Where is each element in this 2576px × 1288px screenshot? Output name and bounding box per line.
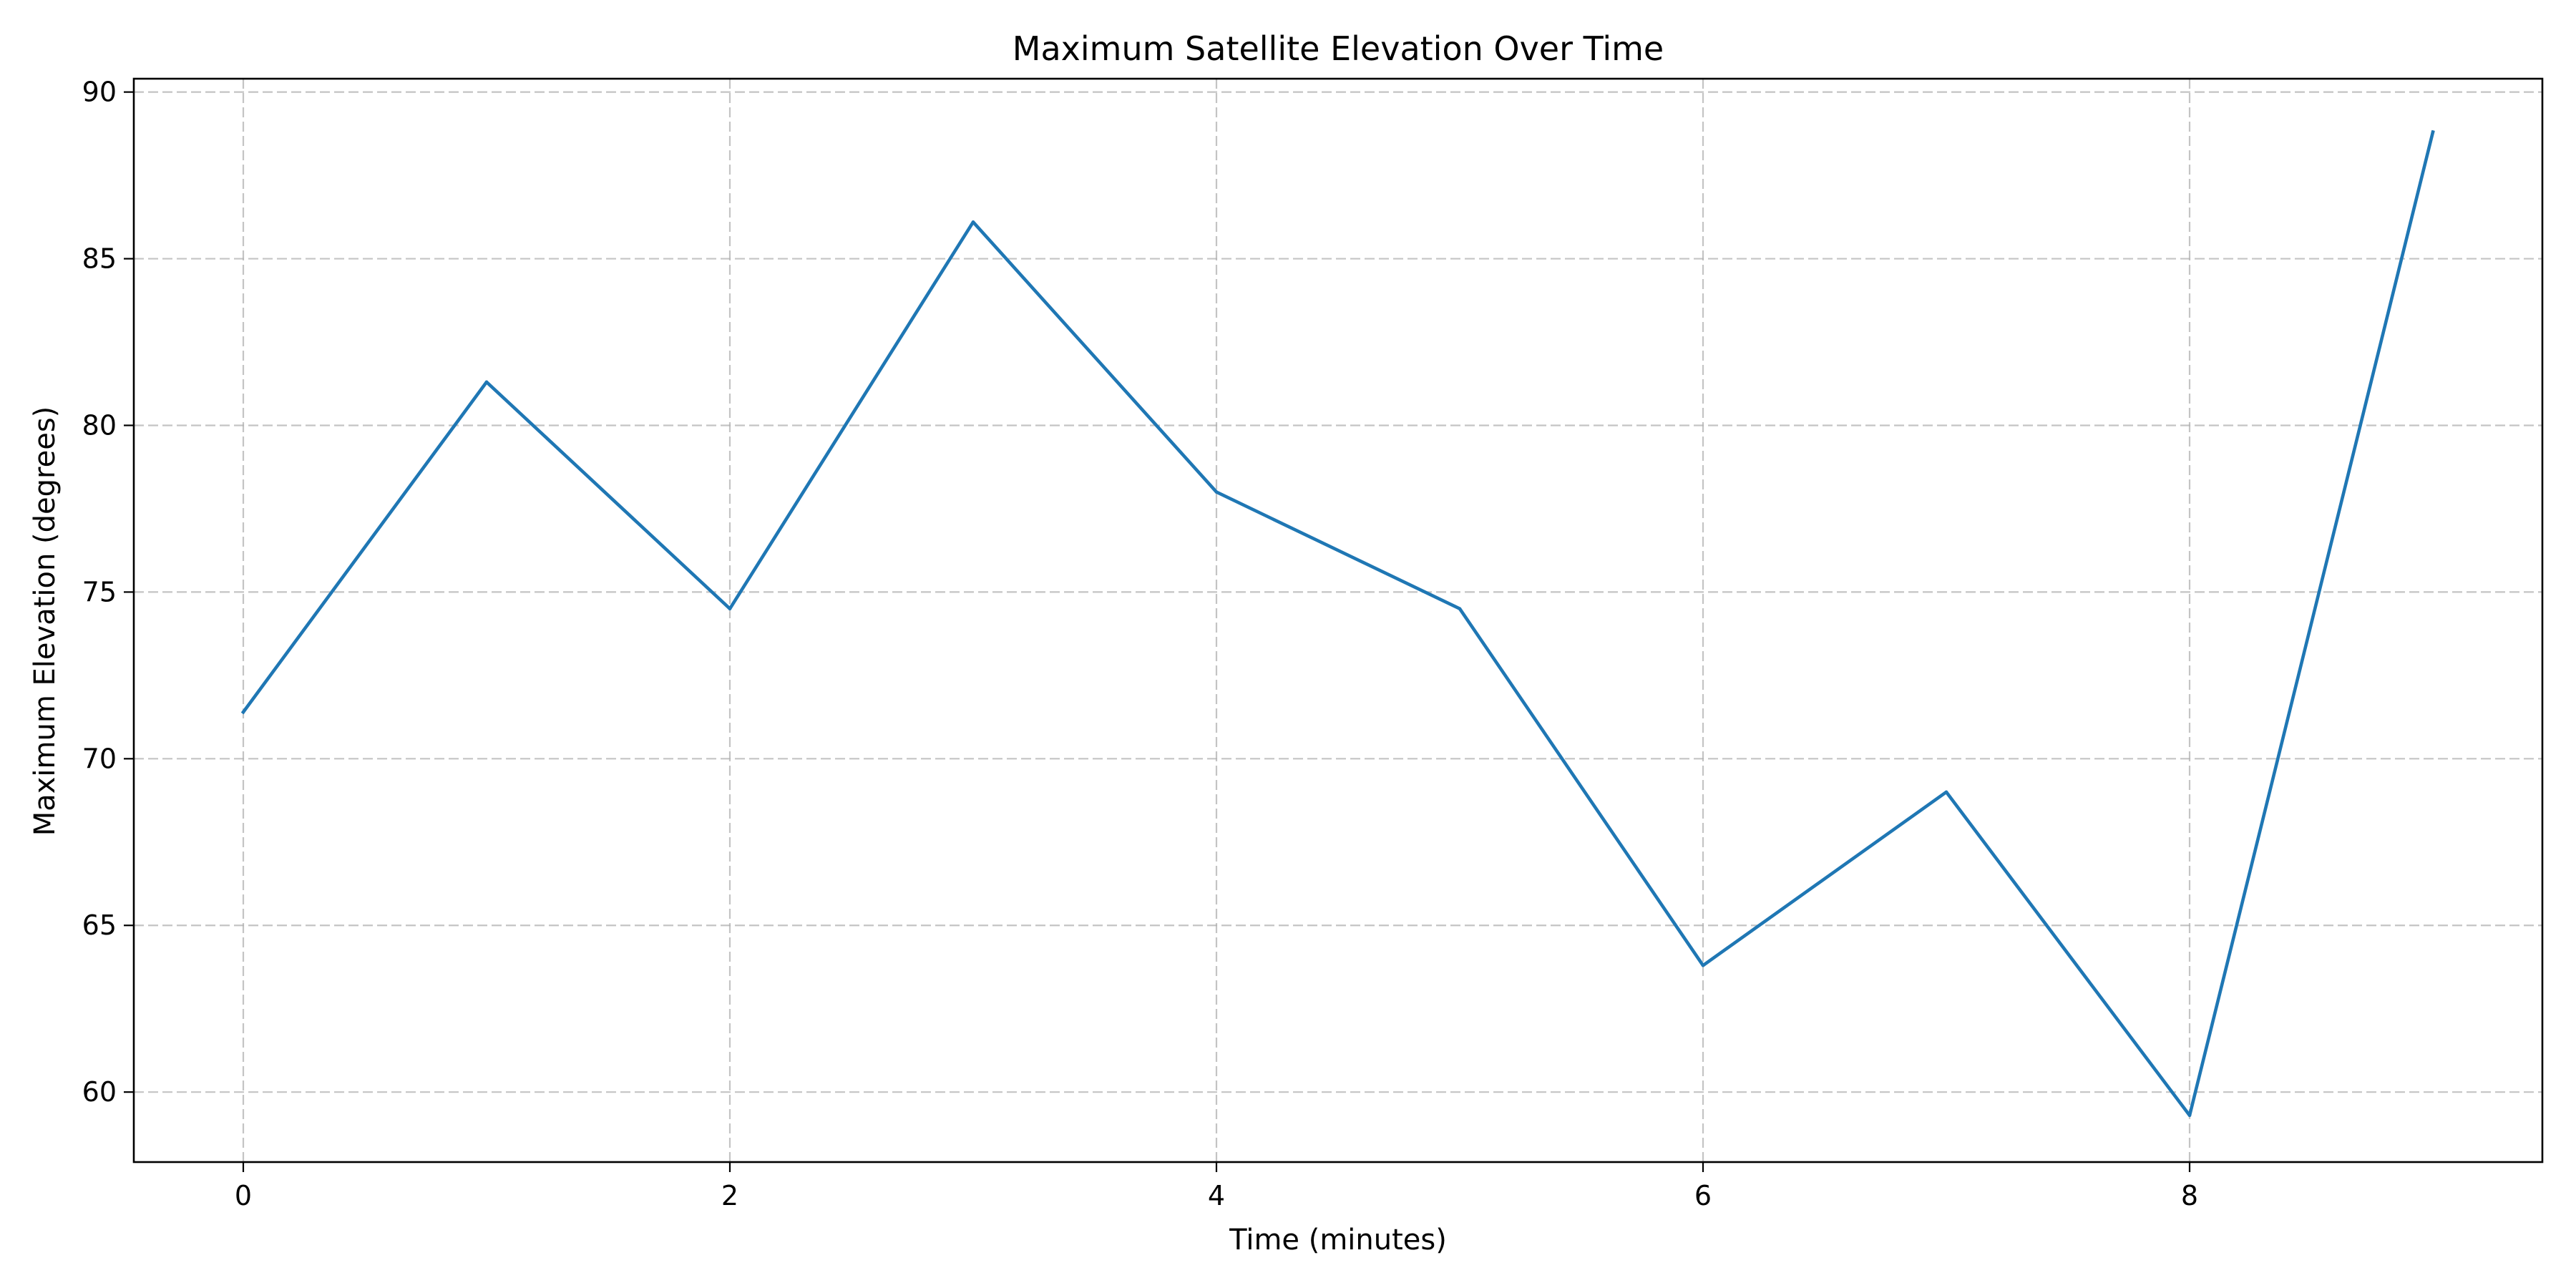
data-point xyxy=(1701,963,1705,967)
data-point xyxy=(971,220,975,224)
y-axis-label: Maximum Elevation (degrees) xyxy=(29,406,62,836)
series-layer xyxy=(240,130,2435,1118)
y-tick-label: 85 xyxy=(82,243,117,275)
y-tick-label: 60 xyxy=(82,1076,117,1108)
y-tick-label: 75 xyxy=(82,576,117,608)
data-point xyxy=(2187,1113,2192,1118)
plot-area-frame xyxy=(132,77,2544,1163)
data-point xyxy=(728,607,732,610)
data-point xyxy=(1944,790,1948,794)
x-tick-label: 4 xyxy=(1208,1180,1225,1211)
data-point xyxy=(1458,607,1462,610)
axis-ticks: 0 2 4 6 8 60 65 70 75 80 85 90 xyxy=(82,77,2198,1211)
grid-lines xyxy=(134,79,2542,1162)
y-tick-label: 80 xyxy=(82,409,117,441)
y-tick-label: 65 xyxy=(82,909,117,941)
series-line xyxy=(240,130,2435,1118)
chart-title: Maximum Satellite Elevation Over Time xyxy=(1013,29,1664,68)
x-axis-label: Time (minutes) xyxy=(1229,1224,1447,1257)
x-tick-label: 8 xyxy=(2181,1180,2198,1211)
data-point xyxy=(484,380,489,384)
x-tick-label: 0 xyxy=(235,1180,252,1211)
data-point xyxy=(2431,130,2435,134)
y-tick-label: 70 xyxy=(82,743,117,774)
x-tick-label: 6 xyxy=(1694,1180,1712,1211)
data-point xyxy=(241,710,245,714)
data-point xyxy=(1214,490,1219,494)
y-tick-label: 90 xyxy=(82,77,117,108)
x-tick-label: 2 xyxy=(721,1180,738,1211)
